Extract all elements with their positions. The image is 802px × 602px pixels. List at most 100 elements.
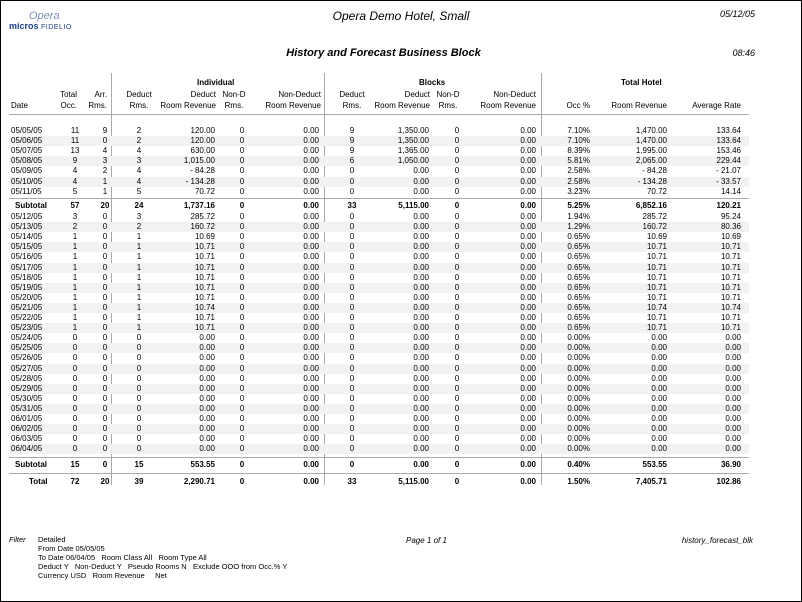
- table-cell: 0.00: [303, 414, 319, 423]
- table-cell: 0: [454, 292, 460, 302]
- table-cell: 0.65%: [567, 323, 590, 333]
- table-cell: 0.00: [303, 156, 319, 166]
- table-cell: 285.72: [190, 212, 215, 221]
- column-header: Non-D: [436, 89, 460, 99]
- table-cell: 0: [102, 393, 108, 403]
- table-cell: 0.00: [651, 403, 667, 413]
- filter-line: Deduct Y Non-Deduct Y Pseudo Rooms N Exc…: [38, 562, 288, 571]
- table-row: 05/10/05 4 1 4 - 134.28 0 0.00 0 0.00 0 0.00 2.58% -…: [9, 176, 749, 187]
- table-cell: 0.00: [303, 252, 319, 262]
- row-label: 05/21/05: [11, 302, 43, 312]
- row-label: 05/16/05: [11, 252, 43, 262]
- table-cell: - 84.28: [190, 166, 215, 176]
- table-cell: 0: [239, 272, 245, 282]
- table-cell: 0: [72, 393, 78, 403]
- table-cell: - 21.07: [716, 166, 741, 176]
- table-cell: 0.00: [520, 156, 536, 166]
- column-header: Arr.: [94, 89, 107, 99]
- table-cell: 0: [72, 363, 78, 373]
- table-cell: 0.00: [199, 333, 215, 343]
- table-cell: 0: [136, 353, 142, 363]
- table-cell: 0: [454, 126, 460, 135]
- table-cell: 0: [72, 414, 78, 423]
- column-header: Room Revenue: [265, 101, 321, 110]
- table-cell: 0.00: [303, 383, 319, 393]
- table-row: 05/19/05 1 0 1 10.71 0 0.00 0 0.00 0 0.00 0.65% 10.7…: [9, 282, 749, 293]
- table-cell: 0.00: [651, 414, 667, 423]
- table-cell: 2: [102, 166, 108, 176]
- table-cell: 0.00: [520, 146, 536, 156]
- table-cell: 3: [136, 212, 142, 221]
- table-cell: 0: [136, 383, 142, 393]
- table-cell: 10.69: [646, 232, 667, 242]
- table-cell: 0: [349, 343, 355, 353]
- table-cell: 0: [102, 323, 108, 333]
- row-label: 05/09/05: [11, 166, 43, 176]
- table-cell: 0.00: [651, 353, 667, 363]
- table-cell: 0.00: [413, 176, 429, 186]
- table-cell: 0: [72, 343, 78, 353]
- column-header: Non-D: [222, 89, 246, 99]
- table-cell: 0: [102, 272, 108, 282]
- table-cell: 0.00: [199, 434, 215, 444]
- table-cell: 0.00: [413, 252, 429, 262]
- table-row: 05/30/05 0 0 0 0.00 0 0.00 0 0.00 0 0.00 0.00% 0.00 0…: [1, 394, 801, 404]
- row-label: 05/24/05: [11, 333, 43, 343]
- table-cell: 0.00: [413, 186, 429, 196]
- table-cell: 0.00: [651, 333, 667, 343]
- table-cell: 1: [102, 176, 108, 186]
- table-cell: 0: [102, 212, 108, 221]
- table-row: 05/23/05 1 0 1 10.71 0 0.00 0 0.00 0 0.00 0.65% 10.7…: [9, 323, 749, 334]
- table-cell: 1,470.00: [635, 136, 667, 146]
- table-cell: 0: [136, 403, 142, 413]
- table-cell: 0: [102, 313, 108, 322]
- table-cell: 0.00: [520, 252, 536, 262]
- table-cell: 6,852.16: [635, 201, 667, 210]
- table-cell: 0: [239, 302, 245, 312]
- table-cell: 0: [136, 393, 142, 403]
- opera-logo: Opera: [29, 10, 60, 22]
- table-cell: 0: [102, 460, 108, 469]
- table-cell: 0: [72, 403, 78, 413]
- table-cell: 0.00%: [567, 343, 590, 353]
- table-cell: 0.00%: [567, 393, 590, 403]
- table-cell: 0.00: [725, 434, 741, 444]
- table-cell: 0.00: [413, 403, 429, 413]
- row-label: 05/28/05: [11, 373, 43, 383]
- table-cell: 0: [136, 373, 142, 383]
- table-cell: 0: [349, 333, 355, 343]
- table-cell: 72: [70, 477, 80, 486]
- table-cell: 1: [136, 242, 142, 252]
- table-cell: 0.00: [199, 373, 215, 383]
- row-label: 05/19/05: [11, 282, 43, 292]
- table-cell: 0: [349, 414, 355, 423]
- table-cell: 4: [136, 166, 142, 176]
- table-cell: 0.00: [651, 393, 667, 403]
- table-row: 05/20/05 1 0 1 10.71 0 0.00 0 0.00 0 0.00 0.65% 10.7…: [1, 293, 801, 303]
- table-cell: 0.00: [520, 434, 536, 444]
- table-cell: 0: [102, 222, 108, 232]
- row-label: 05/30/05: [11, 393, 43, 403]
- table-cell: 0: [349, 282, 355, 292]
- table-cell: 0: [239, 126, 245, 135]
- table-cell: 10.71: [720, 252, 741, 262]
- table-cell: 0: [349, 166, 355, 176]
- table-cell: 0.00: [520, 460, 536, 469]
- row-label: 05/15/05: [11, 242, 43, 252]
- table-cell: 0.00: [413, 313, 429, 322]
- table-cell: 0: [454, 444, 460, 454]
- micros-fidelio-logo: micros FIDELIO: [9, 21, 72, 31]
- table-cell: 0.00: [413, 282, 429, 292]
- table-cell: 0: [136, 363, 142, 373]
- table-cell: 0: [454, 302, 460, 312]
- table-cell: 1: [136, 262, 142, 272]
- table-cell: 153.46: [716, 146, 741, 156]
- table-cell: 133.64: [716, 136, 741, 146]
- column-header: Non-Deduct: [493, 89, 536, 99]
- table-cell: 0: [454, 323, 460, 333]
- table-cell: 0: [239, 444, 245, 454]
- table-cell: 0: [454, 424, 460, 434]
- table-cell: 0: [239, 146, 245, 156]
- table-cell: 0.00: [413, 242, 429, 252]
- table-cell: 0.00: [520, 424, 536, 434]
